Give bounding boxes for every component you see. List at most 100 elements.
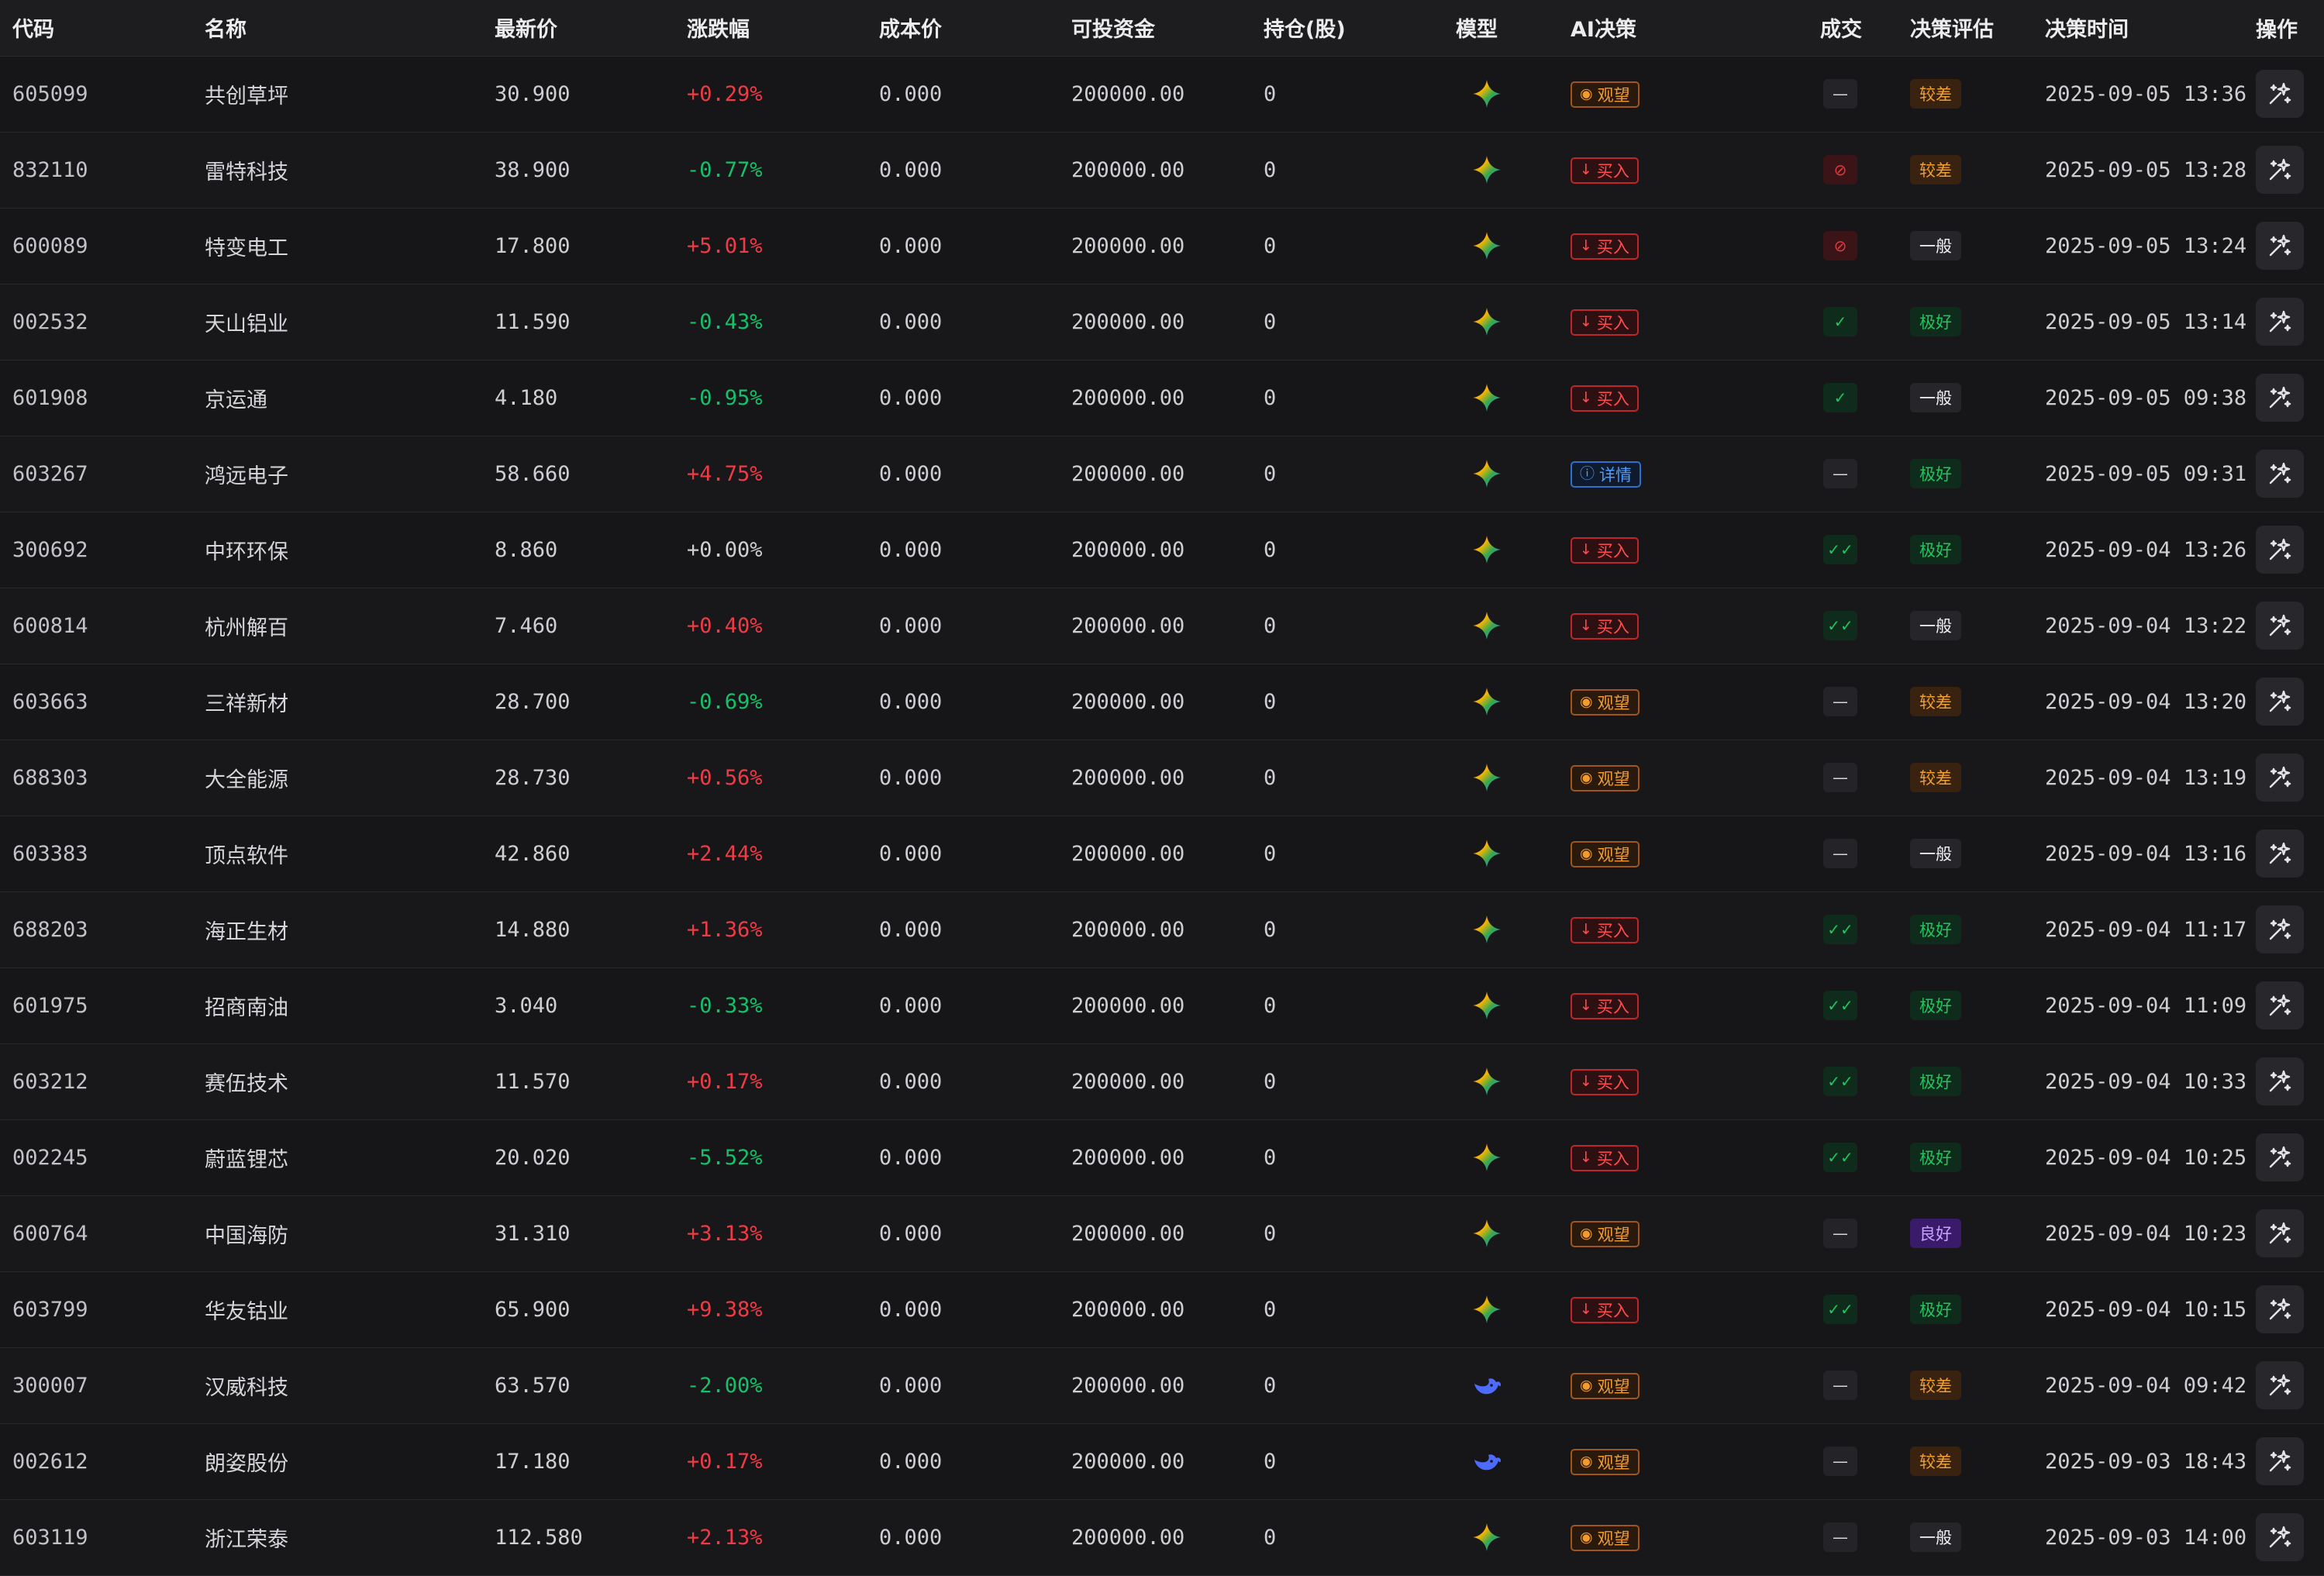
ai-decision-detail-badge[interactable]: ⓘ 详情	[1571, 460, 1642, 488]
ai-decision-label: 买入	[1596, 161, 1629, 181]
ai-decision-cell: ↓ 买入	[1558, 967, 1808, 1043]
table-row[interactable]: 832110 雷特科技 38.900 -0.77% 0.000 200000.00 0 ↓ 买入…	[0, 132, 2324, 208]
ai-decision-buy-badge[interactable]: ↓ 买入	[1571, 309, 1639, 336]
header-code[interactable]: 代码	[0, 0, 192, 57]
ai-analyze-button[interactable]	[2256, 146, 2304, 194]
action-cell	[2256, 816, 2324, 891]
table-row[interactable]: 601908 京运通 4.180 -0.95% 0.000 200000.00 0 ↓ 买入 ✓ 一…	[0, 360, 2324, 436]
ai-decision-buy-badge[interactable]: ↓ 买入	[1571, 612, 1639, 640]
table-row[interactable]: 600089 特变电工 17.800 +5.01% 0.000 200000.00 0 ↓ 买入…	[0, 208, 2324, 284]
ai-decision-buy-badge[interactable]: ↓ 买入	[1571, 233, 1639, 260]
position-shares: 0	[1264, 1145, 1277, 1170]
table-row[interactable]: 002245 蔚蓝锂芯 20.020 -5.52% 0.000 200000.00 0 ↓ 买入…	[0, 1119, 2324, 1195]
gemini-icon	[1473, 1219, 1501, 1247]
gemini-icon	[1473, 916, 1501, 943]
deal-double-check-icon: ✓✓	[1823, 1067, 1857, 1096]
ai-analyze-button[interactable]	[2256, 1133, 2304, 1181]
ai-decision-watch-badge[interactable]: ◉ 观望	[1571, 1448, 1640, 1475]
magic-wand-icon	[2267, 1448, 2293, 1474]
ai-decision-watch-badge[interactable]: ◉ 观望	[1571, 1524, 1640, 1551]
stock-code: 603663	[12, 689, 88, 714]
eval-badge: 一般	[1910, 383, 1961, 412]
magic-wand-icon	[2267, 157, 2293, 183]
ai-decision-buy-badge[interactable]: ↓ 买入	[1571, 992, 1639, 1019]
cost-price: 0.000	[879, 689, 943, 714]
eye-icon: ◉	[1580, 845, 1593, 863]
table-row[interactable]: 300692 中环环保 8.860 +0.00% 0.000 200000.00 0 ↓ 买入 ✓…	[0, 512, 2324, 588]
header-time[interactable]: 决策时间	[2033, 0, 2321, 57]
table-row[interactable]: 603383 顶点软件 42.860 +2.44% 0.000 200000.00 0 ◉ 观望…	[0, 816, 2324, 891]
ai-decision-buy-badge[interactable]: ↓ 买入	[1571, 385, 1639, 412]
table-row[interactable]: 603799 华友钴业 65.900 +9.38% 0.000 200000.00 0 ↓ 买入…	[0, 1271, 2324, 1347]
table-row[interactable]: 600764 中国海防 31.310 +3.13% 0.000 200000.00 0 ◉ 观望…	[0, 1195, 2324, 1271]
deal-cell: —	[1808, 1347, 1898, 1423]
ai-analyze-button[interactable]	[2256, 981, 2304, 1029]
magic-wand-icon	[2267, 460, 2293, 487]
header-ai-decision[interactable]: AI决策	[1558, 0, 1808, 57]
header-change[interactable]: 涨跌幅	[674, 0, 867, 57]
header-price[interactable]: 最新价	[482, 0, 674, 57]
table-row[interactable]: 002612 朗姿股份 17.180 +0.17% 0.000 200000.00 0 ◉ 观望…	[0, 1423, 2324, 1499]
header-funds[interactable]: 可投资金	[1059, 0, 1251, 57]
ai-decision-watch-badge[interactable]: ◉ 观望	[1571, 764, 1640, 791]
ai-decision-watch-badge[interactable]: ◉ 观望	[1571, 688, 1640, 716]
ai-analyze-button[interactable]	[2256, 1513, 2304, 1561]
table-row[interactable]: 603212 赛伍技术 11.570 +0.17% 0.000 200000.00 0 ↓ 买入…	[0, 1043, 2324, 1119]
ai-decision-watch-badge[interactable]: ◉ 观望	[1571, 1220, 1640, 1247]
table-row[interactable]: 300007 汉威科技 63.570 -2.00% 0.000 200000.00 0 ◉ 观望…	[0, 1347, 2324, 1423]
ai-analyze-button[interactable]	[2256, 829, 2304, 878]
ai-decision-buy-badge[interactable]: ↓ 买入	[1571, 1296, 1639, 1323]
cost-price: 0.000	[879, 1145, 943, 1170]
ai-decision-buy-badge[interactable]: ↓ 买入	[1571, 1068, 1639, 1095]
stock-code: 688303	[12, 765, 88, 790]
header-shares[interactable]: 持仓(股)	[1251, 0, 1443, 57]
table-row[interactable]: 688303 大全能源 28.730 +0.56% 0.000 200000.00 0 ◉ 观望…	[0, 740, 2324, 816]
header-cost[interactable]: 成本价	[867, 0, 1059, 57]
table-row[interactable]: 688203 海正生材 14.880 +1.36% 0.000 200000.00 0 ↓ 买入…	[0, 891, 2324, 967]
decision-time: 2025-09-03 18:43	[2045, 1449, 2247, 1474]
ai-analyze-button[interactable]	[2256, 1209, 2304, 1257]
table-row[interactable]: 601975 招商南油 3.040 -0.33% 0.000 200000.00 0 ↓ 买入 ✓…	[0, 967, 2324, 1043]
ai-decision-buy-badge[interactable]: ↓ 买入	[1571, 916, 1639, 943]
table-row[interactable]: 603119 浙江荣泰 112.580 +2.13% 0.000 200000.00 0 ◉ 观…	[0, 1499, 2324, 1575]
table-row[interactable]: 603663 三祥新材 28.700 -0.69% 0.000 200000.00 0 ◉ 观望…	[0, 664, 2324, 740]
ai-decision-buy-badge[interactable]: ↓ 买入	[1571, 536, 1639, 564]
price-change: -5.52%	[687, 1145, 763, 1170]
ai-analyze-button[interactable]	[2256, 1285, 2304, 1333]
ai-analyze-button[interactable]	[2256, 602, 2304, 650]
ai-decision-watch-badge[interactable]: ◉ 观望	[1571, 1372, 1640, 1399]
ai-decision-buy-badge[interactable]: ↓ 买入	[1571, 1144, 1639, 1171]
eval-cell: 极好	[1898, 512, 2033, 588]
deal-cell: ⊘	[1808, 132, 1898, 208]
ai-analyze-button[interactable]	[2256, 678, 2304, 726]
ai-analyze-button[interactable]	[2256, 905, 2304, 954]
ai-analyze-button[interactable]	[2256, 450, 2304, 498]
decision-time: 2025-09-04 10:33	[2045, 1069, 2247, 1094]
ai-analyze-button[interactable]	[2256, 1361, 2304, 1409]
ai-analyze-button[interactable]	[2256, 754, 2304, 802]
ai-analyze-button[interactable]	[2256, 298, 2304, 346]
ai-analyze-button[interactable]	[2256, 526, 2304, 574]
ai-analyze-button[interactable]	[2256, 70, 2304, 118]
position-shares: 0	[1264, 993, 1277, 1018]
table-row[interactable]: 603267 鸿远电子 58.660 +4.75% 0.000 200000.00 0 ⓘ 详情…	[0, 436, 2324, 512]
table-row[interactable]: 600814 杭州解百 7.460 +0.40% 0.000 200000.00 0 ↓ 买入 ✓…	[0, 588, 2324, 664]
table-row[interactable]: 605099 共创草坪 30.900 +0.29% 0.000 200000.00 0 ◉ 观望…	[0, 56, 2324, 132]
ai-analyze-button[interactable]	[2256, 222, 2304, 270]
ai-decision-label: 观望	[1597, 1377, 1630, 1396]
ai-analyze-button[interactable]	[2256, 1057, 2304, 1105]
header-deal[interactable]: 成交	[1808, 0, 1898, 57]
header-model[interactable]: 模型	[1443, 0, 1558, 57]
header-eval[interactable]: 决策评估	[1898, 0, 2033, 57]
ai-decision-cell: ◉ 观望	[1558, 56, 1808, 132]
action-cell	[2256, 1043, 2324, 1119]
ai-decision-buy-badge[interactable]: ↓ 买入	[1571, 157, 1639, 184]
ai-decision-watch-badge[interactable]: ◉ 观望	[1571, 81, 1640, 108]
ai-analyze-button[interactable]	[2256, 374, 2304, 422]
deal-double-check-icon: ✓✓	[1823, 611, 1857, 640]
ai-decision-watch-badge[interactable]: ◉ 观望	[1571, 840, 1640, 867]
ai-analyze-button[interactable]	[2256, 1437, 2304, 1485]
available-funds: 200000.00	[1071, 157, 1185, 182]
table-row[interactable]: 002532 天山铝业 11.590 -0.43% 0.000 200000.00 0 ↓ 买入…	[0, 284, 2324, 360]
header-name[interactable]: 名称	[192, 0, 482, 57]
